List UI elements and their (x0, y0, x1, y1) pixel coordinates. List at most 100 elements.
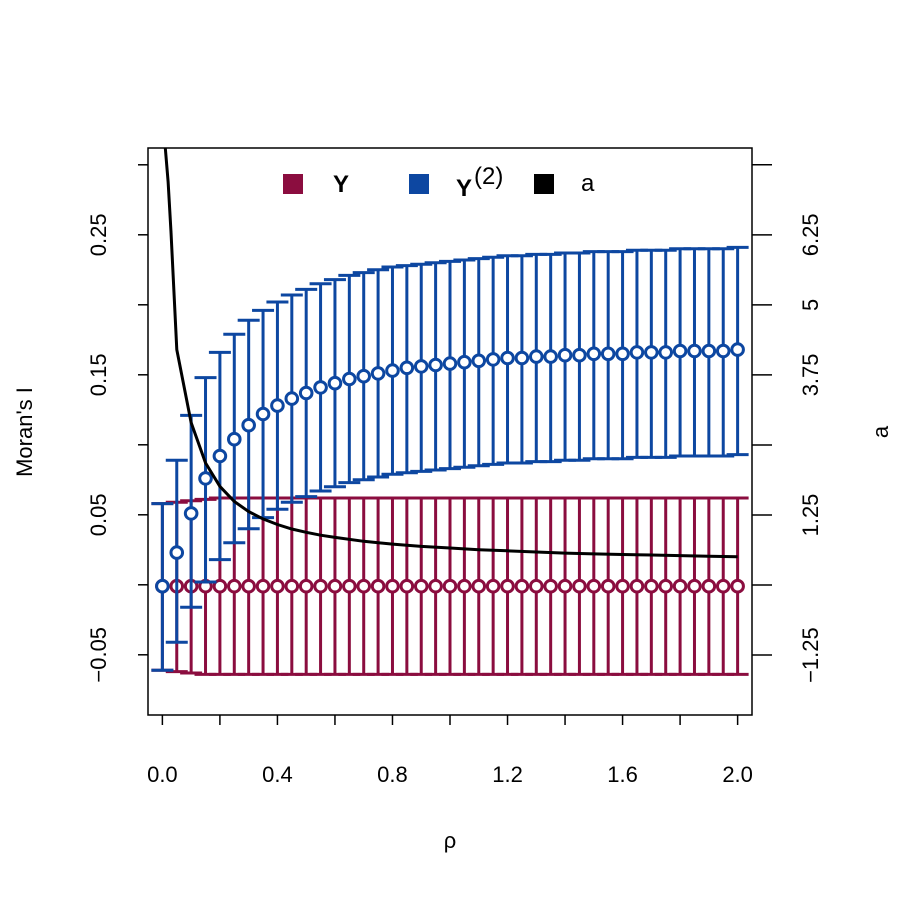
series-y2-point (658, 345, 674, 360)
series-y2-point (730, 342, 745, 357)
right-tick-label: 3.75 (798, 353, 823, 396)
series-y2-point (298, 385, 314, 401)
series-y-point (600, 578, 616, 594)
x-tick-label: 0.0 (147, 762, 178, 787)
series-y2-point (385, 363, 400, 378)
series-y-point (212, 578, 228, 594)
series-y-point (730, 578, 745, 594)
series-y-point (715, 578, 731, 594)
left-tick-label: 0.05 (86, 493, 111, 536)
series-y2-point (500, 350, 515, 366)
series-y2-point (543, 349, 558, 364)
series-y2-point (284, 391, 300, 406)
left-axis: −0.05 0.05 0.15 0.25 (86, 164, 148, 683)
series-y2-point (183, 506, 199, 521)
series-y-point (413, 578, 429, 594)
series-y2-point (701, 343, 717, 359)
legend-swatch-a (534, 174, 554, 194)
legend-label-y2-superscript: (2) (474, 163, 503, 190)
series-y-point (255, 578, 271, 594)
right-axis: −1.25 1.25 3.75 5 6.25 (752, 164, 823, 683)
series-y-point (442, 578, 458, 594)
series-y-point (701, 578, 717, 594)
series-y2-point (514, 350, 530, 366)
series-y2-point (557, 347, 573, 363)
series-y2-point (313, 380, 328, 395)
x-axis-title: ρ (444, 828, 457, 853)
left-tick-label: −0.05 (86, 627, 111, 683)
series-y2-point (672, 343, 688, 359)
x-axis: 0.0 0.4 0.8 1.2 1.6 2.0 (147, 715, 753, 787)
left-axis-title: Moran's I (12, 387, 37, 477)
series-y2-point (428, 357, 443, 373)
series-y-point (528, 578, 544, 594)
series-y-point (514, 578, 530, 594)
series-y-point (399, 578, 415, 594)
series-y2-point (356, 368, 372, 384)
series-y2-point (528, 349, 544, 364)
series-y-point (471, 578, 487, 594)
series-y-point (543, 578, 558, 594)
series-y2-point (471, 353, 487, 369)
series-y2-point (241, 417, 256, 433)
right-tick-label: −1.25 (798, 627, 823, 683)
series-y-point (572, 578, 587, 594)
x-tick-label: 1.6 (607, 762, 638, 787)
series-y2-point (629, 345, 645, 360)
series-y2-point (212, 448, 228, 464)
series-a-curve (163, 148, 738, 559)
series-y-point (586, 578, 602, 594)
right-tick-label: 1.25 (798, 494, 823, 537)
series-y2-point (155, 578, 170, 594)
series-y2-point (615, 346, 630, 362)
series-y-point (385, 578, 400, 594)
series-y2-point (270, 398, 285, 413)
left-tick-label: 0.15 (86, 353, 111, 396)
series-y2-point (169, 545, 185, 560)
series-y2-point (600, 346, 616, 362)
series-y-marks (151, 496, 749, 676)
series-y-point (284, 578, 300, 594)
series-y2-point (442, 356, 458, 371)
series-y2-point (485, 352, 501, 367)
series-y-point (644, 578, 659, 594)
x-tick-label: 0.4 (262, 762, 293, 787)
series-y-point (457, 578, 472, 594)
series-y-point (485, 578, 501, 594)
series-y-point (370, 578, 386, 594)
series-y-point (629, 578, 645, 594)
right-axis-title: a (868, 425, 893, 438)
x-tick-label: 0.8 (377, 762, 408, 787)
series-y2-point (413, 359, 429, 374)
series-y-point (313, 578, 328, 594)
series-y2-point (255, 406, 271, 422)
series-y-point (672, 578, 688, 594)
series-y-point (270, 578, 285, 594)
series-y2-point (687, 343, 702, 359)
series-a-line (163, 148, 738, 559)
legend-label-a: a (581, 170, 595, 197)
series-y-point (658, 578, 674, 594)
series-y2-point (342, 371, 357, 387)
x-tick-label: 2.0 (722, 762, 753, 787)
right-tick-label: 5 (798, 299, 823, 311)
legend-label-y2: Y (456, 175, 472, 202)
series-y2-point (198, 471, 213, 486)
series-y-point (327, 578, 343, 594)
series-y2-point (399, 360, 415, 376)
series-y2-point (226, 431, 242, 447)
series-y-point (428, 578, 443, 594)
legend-swatch-y2 (409, 174, 429, 194)
legend: Y Y (2) a (283, 163, 595, 202)
legend-swatch-y (283, 174, 303, 194)
x-tick-label: 1.2 (492, 762, 523, 787)
series-y-point (500, 578, 515, 594)
series-y2-point (327, 375, 343, 391)
series-y-point (298, 578, 314, 594)
series-y2-point (572, 347, 587, 363)
series-y-point (241, 578, 256, 594)
series-y2-marks (151, 245, 749, 672)
legend-label-y: Y (333, 171, 349, 198)
series-y-point (342, 578, 357, 594)
